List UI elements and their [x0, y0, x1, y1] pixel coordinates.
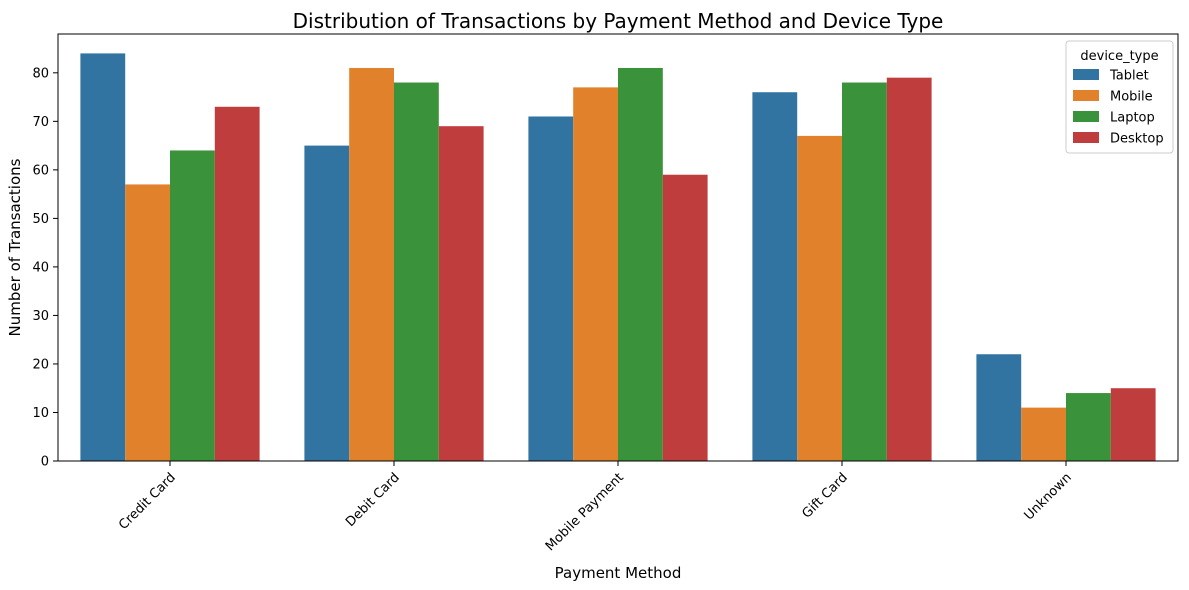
bar-mobile-mobile-payment — [573, 87, 618, 461]
legend-swatch-laptop — [1073, 111, 1099, 122]
y-tick-label: 70 — [32, 115, 49, 130]
bar-mobile-debit-card — [349, 67, 394, 461]
chart-title: Distribution of Transactions by Payment … — [293, 9, 944, 33]
x-tick-label: Unknown — [1022, 470, 1075, 523]
bar-laptop-gift-card — [842, 82, 887, 461]
x-axis-title: Payment Method — [555, 564, 682, 582]
y-axis: 0 10 20 30 40 50 60 70 80 — [32, 66, 58, 470]
bar-mobile-unknown — [1021, 407, 1066, 461]
y-tick-label: 0 — [41, 455, 49, 470]
y-axis-title: Number of Transactions — [6, 158, 24, 336]
legend-label-tablet: Tablet — [1109, 69, 1149, 84]
bar-mobile-credit-card — [125, 184, 170, 461]
bar-desktop-debit-card — [438, 126, 484, 462]
bar-laptop-credit-card — [170, 150, 215, 462]
plot-frame — [57, 33, 1179, 462]
x-tick-label: Credit Card — [116, 470, 179, 533]
bar-laptop-unknown — [1066, 393, 1111, 461]
x-tick-label: Debit Card — [343, 470, 403, 530]
y-tick-label: 10 — [32, 406, 49, 421]
bar-desktop-mobile-payment — [662, 174, 708, 461]
legend-swatch-desktop — [1073, 132, 1099, 143]
y-tick-label: 60 — [32, 163, 49, 178]
x-axis: Credit Card Debit Card Mobile Payment Gift … — [116, 461, 1075, 554]
y-tick-label: 50 — [32, 212, 49, 227]
legend-label-laptop: Laptop — [1110, 111, 1155, 126]
bar-laptop-mobile-payment — [618, 67, 663, 461]
legend-swatch-tablet — [1073, 69, 1099, 80]
x-tick-label: Gift Card — [799, 470, 850, 521]
x-tick-label: Mobile Payment — [543, 470, 627, 554]
bar-tablet-unknown — [976, 354, 1022, 461]
bar-desktop-unknown — [1110, 388, 1156, 461]
bar-tablet-gift-card — [752, 92, 798, 462]
bar-tablet-debit-card — [304, 145, 350, 461]
legend-label-desktop: Desktop — [1110, 132, 1164, 147]
plot-area — [80, 53, 1156, 462]
legend-label-mobile: Mobile — [1110, 90, 1153, 105]
y-tick-label: 40 — [32, 260, 49, 275]
bar-desktop-credit-card — [214, 106, 260, 461]
bar-mobile-gift-card — [797, 135, 842, 462]
legend: device_type Tablet Mobile Laptop Desktop — [1065, 40, 1174, 154]
bar-tablet-mobile-payment — [528, 116, 574, 461]
bar-tablet-credit-card — [80, 53, 126, 462]
bar-laptop-debit-card — [394, 82, 439, 461]
legend-swatch-mobile — [1073, 90, 1099, 101]
legend-title: device_type — [1080, 49, 1158, 64]
bar-desktop-gift-card — [886, 77, 932, 461]
y-tick-label: 30 — [32, 309, 49, 324]
y-tick-label: 20 — [32, 357, 49, 372]
y-tick-label: 80 — [32, 66, 49, 81]
